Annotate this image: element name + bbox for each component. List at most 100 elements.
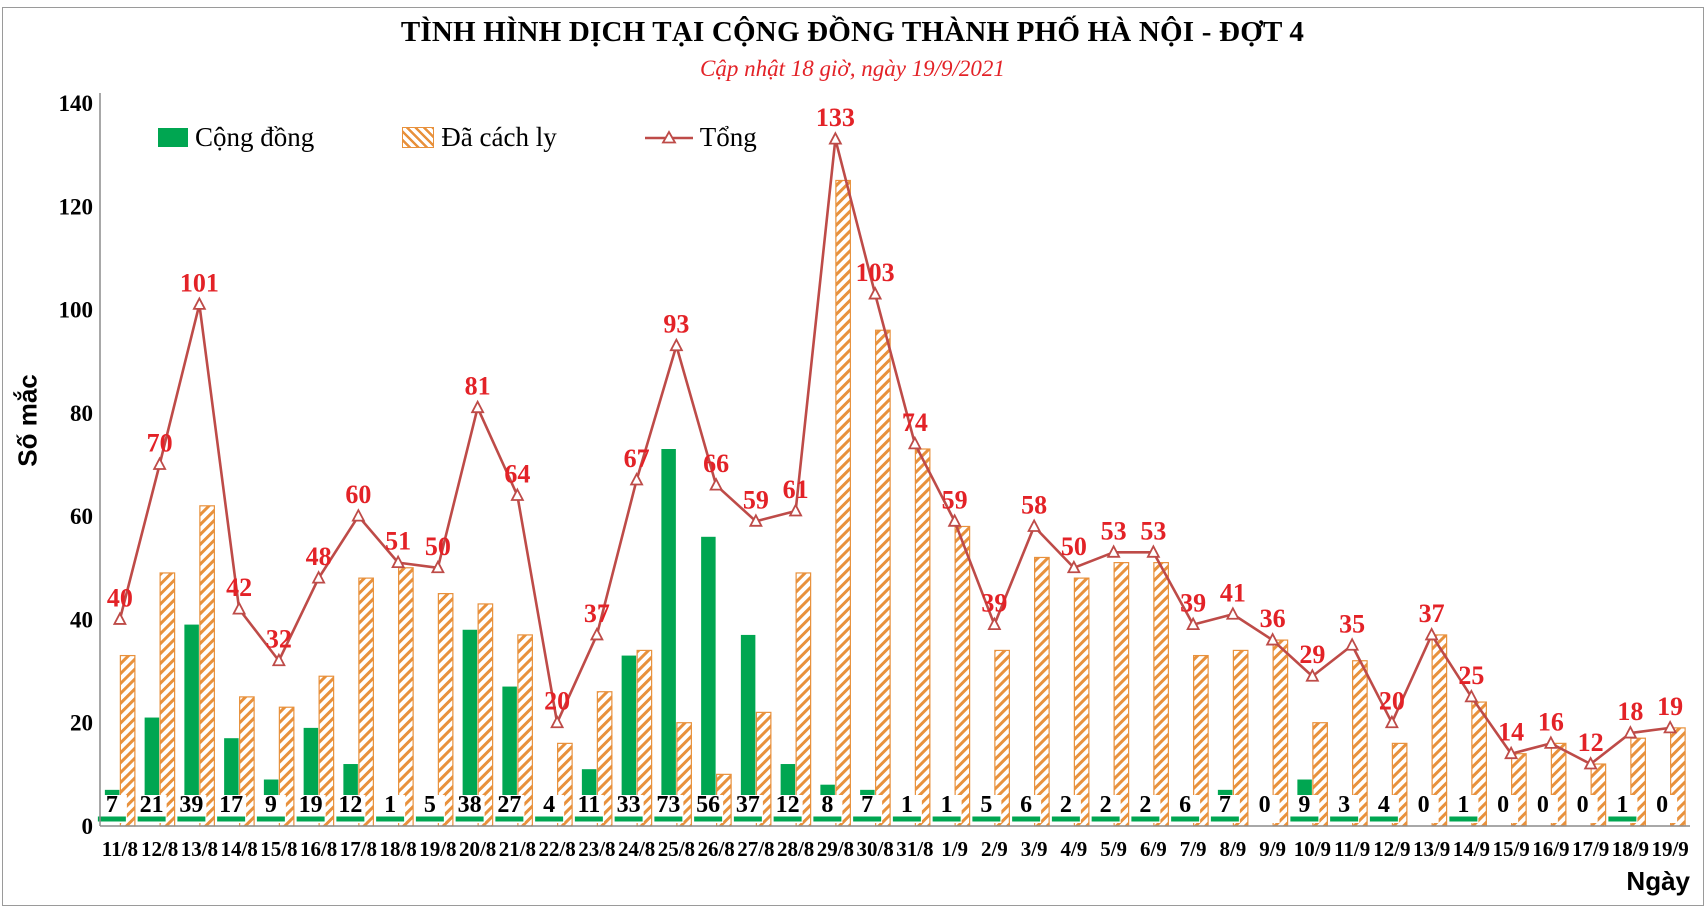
svg-text:17/9: 17/9 <box>1572 837 1609 861</box>
svg-text:103: 103 <box>856 258 895 287</box>
svg-text:4: 4 <box>1378 792 1390 818</box>
svg-text:59: 59 <box>942 485 968 514</box>
svg-text:9: 9 <box>265 792 277 818</box>
svg-text:2: 2 <box>1100 792 1112 818</box>
svg-text:61: 61 <box>783 475 809 504</box>
svg-text:32: 32 <box>266 625 292 654</box>
svg-text:20: 20 <box>1379 687 1405 716</box>
svg-text:0: 0 <box>1259 792 1271 818</box>
svg-text:2: 2 <box>1139 792 1151 818</box>
svg-text:3: 3 <box>1338 792 1350 818</box>
svg-text:15/8: 15/8 <box>260 837 297 861</box>
svg-text:21/8: 21/8 <box>499 837 536 861</box>
legend-label-da-cach-ly: Đã cách ly <box>441 122 557 152</box>
svg-text:67: 67 <box>624 444 650 473</box>
svg-text:14/8: 14/8 <box>220 837 257 861</box>
line-marker-swatch-icon <box>644 129 693 143</box>
svg-text:36: 36 <box>1260 604 1286 633</box>
svg-text:1: 1 <box>941 792 953 818</box>
svg-text:5/9: 5/9 <box>1100 837 1127 861</box>
svg-text:28/8: 28/8 <box>777 837 814 861</box>
svg-text:2/9: 2/9 <box>981 837 1008 861</box>
svg-text:40: 40 <box>107 583 133 612</box>
svg-text:12: 12 <box>1578 728 1604 757</box>
svg-text:11/8: 11/8 <box>102 837 138 861</box>
svg-text:12: 12 <box>338 792 362 818</box>
svg-text:64: 64 <box>504 459 530 488</box>
legend-item-cong-dong: Cộng đồng <box>158 122 314 153</box>
svg-text:93: 93 <box>663 310 689 339</box>
svg-text:16/9: 16/9 <box>1532 837 1569 861</box>
svg-text:19/8: 19/8 <box>419 837 456 861</box>
svg-text:39: 39 <box>981 589 1007 618</box>
svg-text:26/8: 26/8 <box>697 837 734 861</box>
legend-label-tong: Tổng <box>699 122 757 152</box>
svg-text:20/8: 20/8 <box>459 837 496 861</box>
svg-text:66: 66 <box>703 449 729 478</box>
svg-text:12/8: 12/8 <box>141 837 178 861</box>
svg-text:10/9: 10/9 <box>1294 837 1331 861</box>
svg-text:17/8: 17/8 <box>340 837 377 861</box>
svg-text:25: 25 <box>1458 661 1484 690</box>
x-axis-title: Ngày <box>1626 866 1690 896</box>
svg-text:29/8: 29/8 <box>817 837 854 861</box>
svg-text:100: 100 <box>59 298 94 323</box>
svg-text:30/8: 30/8 <box>856 837 893 861</box>
svg-text:16: 16 <box>1538 707 1564 736</box>
svg-text:7: 7 <box>106 792 118 818</box>
y-axis-title: Số mắc <box>12 374 43 467</box>
svg-text:73: 73 <box>656 792 680 818</box>
svg-text:5: 5 <box>424 792 436 818</box>
svg-text:8: 8 <box>821 792 833 818</box>
svg-text:7: 7 <box>1219 792 1231 818</box>
svg-text:140: 140 <box>59 91 94 116</box>
hatched-bar-swatch-icon <box>402 127 435 148</box>
svg-text:6: 6 <box>1179 792 1191 818</box>
svg-text:15/9: 15/9 <box>1492 837 1529 861</box>
svg-text:51: 51 <box>385 527 411 556</box>
svg-text:5: 5 <box>980 792 992 818</box>
svg-text:12/9: 12/9 <box>1373 837 1410 861</box>
svg-text:9/9: 9/9 <box>1259 837 1286 861</box>
svg-text:14: 14 <box>1498 718 1524 747</box>
chart-subtitle: Cập nhật 18 giờ, ngày 19/9/2021 <box>700 56 1005 81</box>
svg-text:4: 4 <box>543 792 555 818</box>
legend-label-cong-dong: Cộng đồng <box>195 122 315 152</box>
svg-text:53: 53 <box>1140 516 1166 545</box>
svg-text:37: 37 <box>1419 599 1445 628</box>
svg-text:40: 40 <box>70 607 93 632</box>
svg-text:74: 74 <box>902 408 928 437</box>
svg-text:22/8: 22/8 <box>538 837 575 861</box>
svg-text:20: 20 <box>70 711 93 736</box>
svg-text:133: 133 <box>816 103 855 132</box>
svg-text:9: 9 <box>1298 792 1310 818</box>
svg-text:50: 50 <box>425 532 451 561</box>
svg-text:101: 101 <box>180 268 219 297</box>
svg-text:19: 19 <box>1657 692 1683 721</box>
svg-text:48: 48 <box>306 542 332 571</box>
svg-text:60: 60 <box>70 504 93 529</box>
svg-text:16/8: 16/8 <box>300 837 337 861</box>
svg-text:37: 37 <box>736 792 760 818</box>
svg-text:81: 81 <box>465 372 491 401</box>
svg-text:1: 1 <box>1457 792 1469 818</box>
svg-text:17: 17 <box>219 792 243 818</box>
legend: Cộng đồng Đã cách ly Tổng <box>158 122 757 153</box>
svg-text:14/9: 14/9 <box>1453 837 1490 861</box>
svg-text:120: 120 <box>59 194 94 219</box>
legend-item-tong: Tổng <box>644 122 757 153</box>
svg-text:42: 42 <box>226 573 252 602</box>
svg-text:29: 29 <box>1299 640 1325 669</box>
svg-text:6: 6 <box>1020 792 1032 818</box>
svg-text:1: 1 <box>901 792 913 818</box>
svg-text:24/8: 24/8 <box>618 837 655 861</box>
svg-text:27: 27 <box>497 792 521 818</box>
svg-text:7: 7 <box>861 792 873 818</box>
svg-text:11/9: 11/9 <box>1334 837 1370 861</box>
svg-text:13/8: 13/8 <box>181 837 218 861</box>
svg-text:58: 58 <box>1021 490 1047 519</box>
svg-text:35: 35 <box>1339 609 1365 638</box>
svg-text:18: 18 <box>1617 697 1643 726</box>
